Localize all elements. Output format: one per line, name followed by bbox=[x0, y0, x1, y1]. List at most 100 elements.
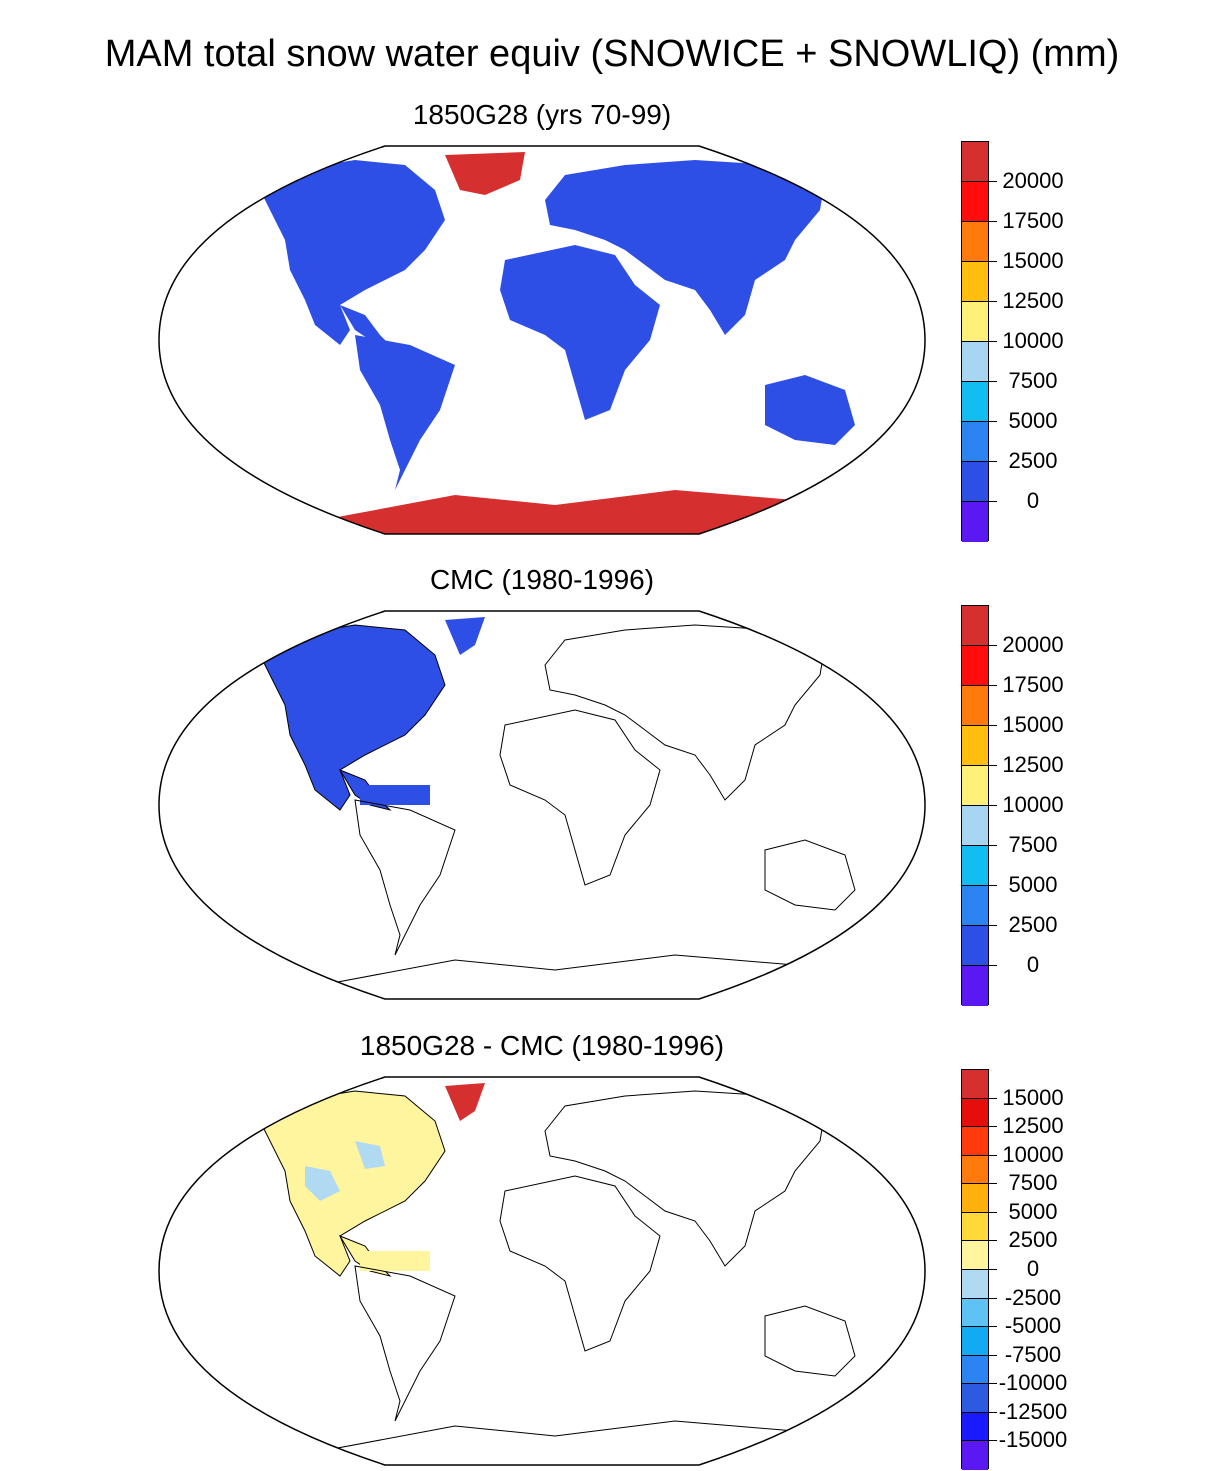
colorbar-label: -7500 bbox=[1004, 1341, 1062, 1367]
colorbar-label: 2500 bbox=[1008, 1227, 1058, 1253]
colorbar-tick bbox=[989, 885, 997, 886]
colorbar-tick bbox=[989, 1297, 997, 1299]
colorbar-segment bbox=[962, 1070, 988, 1099]
south-america-land bbox=[354, 1265, 456, 1422]
colorbar-label: -5000 bbox=[1004, 1313, 1062, 1339]
colorbar-tick bbox=[989, 1211, 997, 1213]
colorbar-tick bbox=[989, 1240, 997, 1242]
colorbar-label: -12500 bbox=[998, 1398, 1068, 1424]
colorbar-segment bbox=[962, 382, 988, 422]
colorbar-tick bbox=[989, 1097, 997, 1099]
eurasia-land bbox=[545, 160, 825, 335]
colorbar-segment bbox=[962, 1241, 988, 1270]
antarctica-land bbox=[295, 490, 855, 534]
colorbar-segment bbox=[962, 262, 988, 302]
colorbar-segment bbox=[962, 1269, 988, 1299]
colorbar-segment bbox=[962, 766, 988, 806]
colorbar-label: 0 bbox=[1026, 952, 1040, 977]
africa-land bbox=[499, 709, 661, 886]
panel-2-colorbar bbox=[961, 605, 989, 1006]
colorbar-tick bbox=[989, 421, 997, 422]
australia-land bbox=[764, 839, 856, 911]
colorbar-segment bbox=[962, 1184, 988, 1213]
colorbar-label: 12500 bbox=[1002, 752, 1064, 777]
colorbar-segment bbox=[962, 806, 988, 846]
colorbar-label: 15000 bbox=[1002, 248, 1064, 273]
colorbar-tick bbox=[989, 181, 997, 182]
colorbar-tick bbox=[989, 765, 997, 766]
colorbar-label: 17500 bbox=[1002, 208, 1064, 233]
colorbar-label: -2500 bbox=[1004, 1284, 1062, 1310]
colorbar-segment bbox=[962, 606, 988, 646]
colorbar-label: 10000 bbox=[1002, 792, 1064, 817]
south-america-land bbox=[355, 335, 455, 490]
colorbar-label: 2500 bbox=[1008, 448, 1058, 473]
colorbar-label: 0 bbox=[1026, 488, 1040, 513]
colorbar-segment bbox=[962, 846, 988, 886]
colorbar-segment bbox=[962, 1212, 988, 1242]
colorbar-segment bbox=[962, 686, 988, 726]
colorbar-label: 7500 bbox=[1008, 832, 1058, 857]
colorbar-tick bbox=[989, 965, 997, 966]
colorbar-tick bbox=[989, 1411, 997, 1413]
colorbar-tick bbox=[989, 301, 997, 302]
panel-1-map bbox=[158, 145, 926, 535]
colorbar-tick bbox=[989, 1183, 997, 1185]
colorbar-segment bbox=[962, 1155, 988, 1185]
colorbar-tick bbox=[989, 1269, 997, 1270]
africa-land bbox=[499, 1175, 661, 1352]
colorbar-segment bbox=[962, 1127, 988, 1156]
colorbar-tick bbox=[989, 341, 997, 342]
colorbar-segment bbox=[962, 182, 988, 222]
north-america-land bbox=[255, 160, 445, 345]
colorbar-label: 20000 bbox=[1002, 632, 1064, 657]
colorbar-label: 5000 bbox=[1008, 872, 1058, 897]
colorbar-segment bbox=[962, 1441, 988, 1470]
colorbar-segment bbox=[962, 966, 988, 1006]
greenland-land bbox=[445, 152, 525, 195]
south-america-land bbox=[354, 799, 456, 956]
colorbar-label: 7500 bbox=[1008, 368, 1058, 393]
central-america-land bbox=[340, 305, 390, 345]
panel-1-colorbar bbox=[961, 141, 989, 542]
colorbar-tick bbox=[989, 685, 997, 686]
colorbar-tick bbox=[989, 1383, 997, 1385]
africa-land bbox=[500, 245, 660, 420]
colorbar-label: 12500 bbox=[1002, 288, 1064, 313]
colorbar-label: 5000 bbox=[1008, 1198, 1058, 1224]
colorbar-tick bbox=[989, 645, 997, 646]
australia-land bbox=[764, 1305, 856, 1377]
colorbar-segment bbox=[962, 726, 988, 766]
panel-2-map bbox=[158, 610, 926, 1000]
colorbar-segment bbox=[962, 222, 988, 262]
panel-1-title: 1850G28 (yrs 70-99) bbox=[412, 99, 672, 130]
colorbar-tick bbox=[989, 1154, 997, 1156]
north-america-negative-patch bbox=[305, 1166, 340, 1201]
north-america-land bbox=[254, 1090, 446, 1277]
eurasia-land bbox=[544, 1090, 826, 1267]
panel-3-map bbox=[158, 1076, 926, 1466]
colorbar-segment bbox=[962, 646, 988, 686]
colorbar-label: 15000 bbox=[1002, 712, 1064, 737]
panel-3-title: 1850G28 - CMC (1980-1996) bbox=[359, 1030, 725, 1061]
colorbar-tick bbox=[989, 725, 997, 726]
colorbar-segment bbox=[962, 142, 988, 182]
colorbar-tick bbox=[989, 845, 997, 846]
colorbar-segment bbox=[962, 886, 988, 926]
greenland-land bbox=[445, 1083, 485, 1121]
colorbar-tick bbox=[989, 501, 997, 502]
colorbar-label: 12500 bbox=[1002, 1113, 1064, 1139]
north-america-land bbox=[254, 624, 446, 811]
colorbar-tick bbox=[989, 925, 997, 926]
colorbar-segment bbox=[962, 926, 988, 966]
colorbar-tick bbox=[989, 221, 997, 222]
colorbar-label: 10000 bbox=[1002, 1141, 1064, 1167]
colorbar-label: 17500 bbox=[1002, 672, 1064, 697]
colorbar-segment bbox=[962, 502, 988, 542]
colorbar-segment bbox=[962, 1384, 988, 1413]
panel-3-colorbar bbox=[961, 1069, 989, 1470]
colorbar-label: -10000 bbox=[998, 1370, 1068, 1396]
colorbar-label: 2500 bbox=[1008, 912, 1058, 937]
colorbar-segment bbox=[962, 302, 988, 342]
colorbar-segment bbox=[962, 462, 988, 502]
